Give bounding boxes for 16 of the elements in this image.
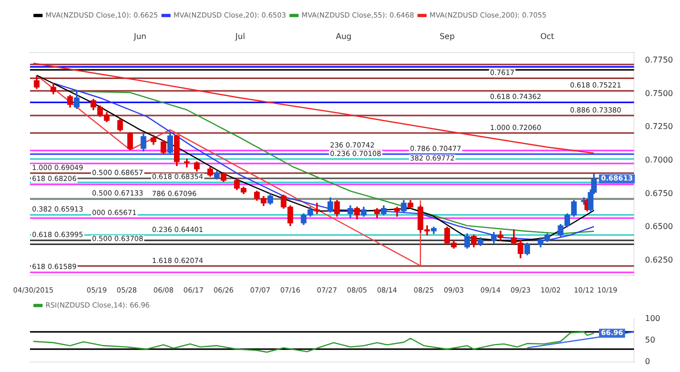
y-tick-label: 0.7000: [645, 156, 673, 165]
x2-tick-label: Jul: [234, 32, 246, 41]
y-tick-label: 0.6250: [645, 255, 673, 264]
y-tick-label: 0.6750: [645, 188, 673, 198]
y-tick-label: 0.7250: [645, 122, 673, 132]
y-tick-label: 50: [645, 336, 656, 345]
y-tick-label: 0.7500: [645, 88, 673, 98]
x2-tick-label: Jun: [132, 32, 146, 41]
x2-tick-label: Aug: [336, 32, 352, 41]
y-tick-label: 0.7750: [645, 56, 673, 65]
y-tick-label: 0: [645, 357, 650, 366]
candlestick: [314, 202, 320, 214]
y-tick-label: 0.6500: [645, 222, 673, 232]
x2-tick-label: Oct: [540, 32, 554, 41]
y-tick-label: 100: [645, 314, 660, 324]
x2-tick-label: Sep: [440, 32, 455, 41]
